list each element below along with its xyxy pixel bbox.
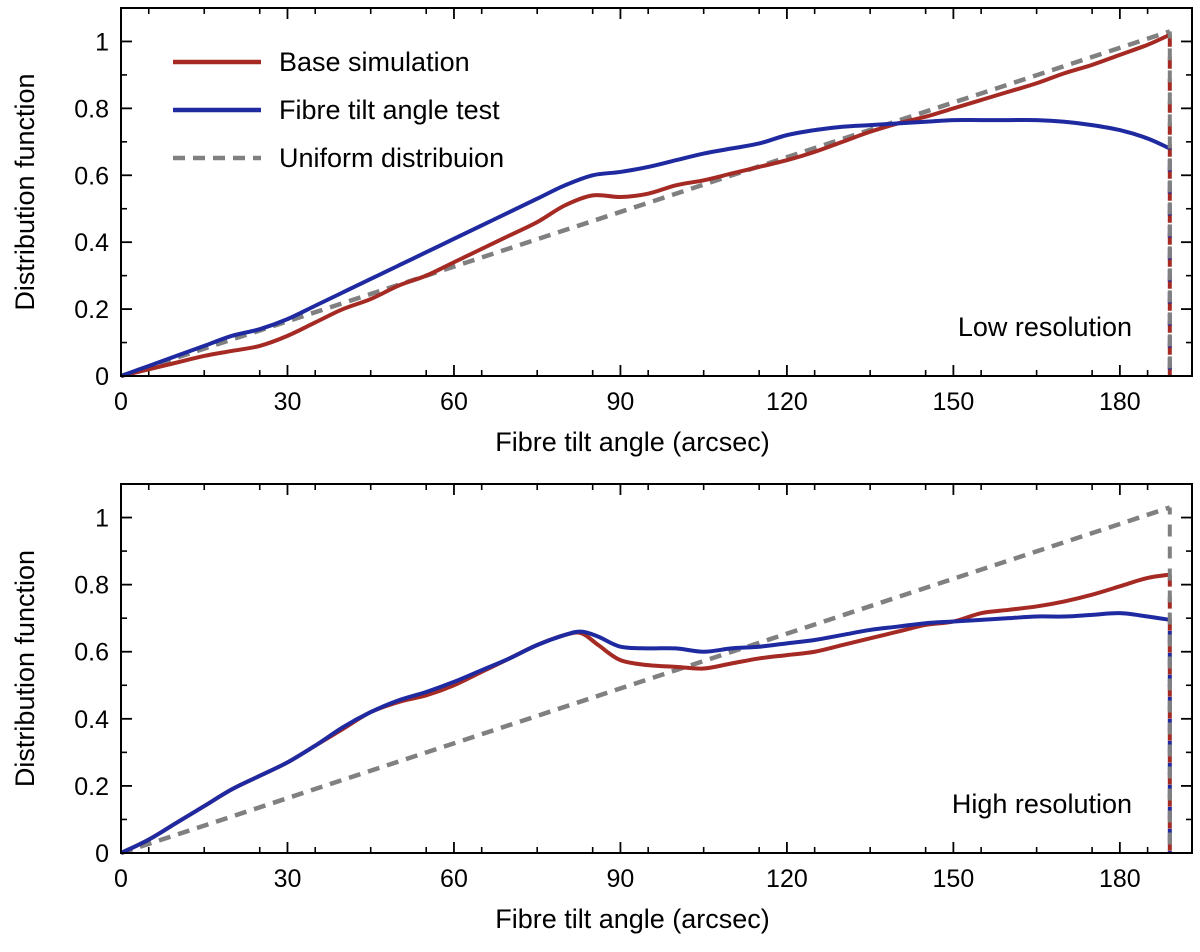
legend-label: Base simulation	[279, 47, 470, 77]
y-axis-label: Distribution function	[10, 550, 40, 787]
resolution-annotation: Low resolution	[958, 312, 1132, 342]
y-axis-label: Distribution function	[10, 73, 40, 310]
x-tick-label: 0	[114, 865, 128, 893]
series-line-base-simulation	[120, 32, 1171, 378]
y-tick-label: 0	[95, 840, 109, 868]
x-tick-label: 90	[607, 865, 635, 893]
x-tick-label: 60	[440, 865, 468, 893]
y-tick-label: 0.8	[74, 572, 109, 600]
plot-frame	[120, 7, 1193, 377]
series-line-uniform-distribuion	[120, 505, 1171, 856]
x-tick-label: 150	[933, 865, 975, 893]
series-line-fibre-tilt-angle-test	[120, 117, 1171, 378]
series-line-fibre-tilt-angle-test	[120, 611, 1171, 855]
panel-high-resolution: 0 30 60 90 120 150 180 0 0.2 0.4 0.6 0.8 1 Fibre tilt…	[10, 483, 1193, 934]
x-tick-label: 120	[766, 865, 808, 893]
x-axis-label: Fibre tilt angle (arcsec)	[495, 427, 770, 457]
x-tick-label: 150	[933, 388, 975, 416]
legend-label: Fibre tilt angle test	[279, 95, 500, 125]
x-tick-label: 30	[274, 865, 302, 893]
y-tick-label: 0.4	[74, 706, 109, 734]
x-tick-label: 90	[607, 388, 635, 416]
y-tick-label: 0.4	[74, 229, 109, 257]
y-tick-label: 0.8	[74, 95, 109, 123]
resolution-annotation: High resolution	[952, 789, 1132, 819]
x-tick-label: 120	[766, 388, 808, 416]
x-tick-label: 60	[440, 388, 468, 416]
y-tick-label: 0.2	[74, 773, 109, 801]
y-tick-label: 0.6	[74, 162, 109, 190]
y-tick-label: 1	[95, 505, 109, 533]
panel-low-resolution: 0 30 60 90 120 150 180 0 0.2 0.4 0.6 0.8 1 Fibre tilt…	[10, 7, 1193, 457]
series-line-uniform-distribuion	[120, 29, 1171, 379]
x-tick-label: 30	[274, 388, 302, 416]
x-tick-label: 180	[1099, 865, 1141, 893]
plot-frame	[120, 483, 1193, 854]
y-tick-label: 0.2	[74, 296, 109, 324]
y-tick-label: 0	[95, 363, 109, 391]
y-tick-label: 1	[95, 28, 109, 56]
legend-label: Uniform distribuion	[279, 143, 504, 173]
x-tick-label: 0	[114, 388, 128, 416]
x-axis-label: Fibre tilt angle (arcsec)	[495, 904, 770, 934]
y-tick-label: 0.6	[74, 639, 109, 667]
x-tick-label: 180	[1099, 388, 1141, 416]
